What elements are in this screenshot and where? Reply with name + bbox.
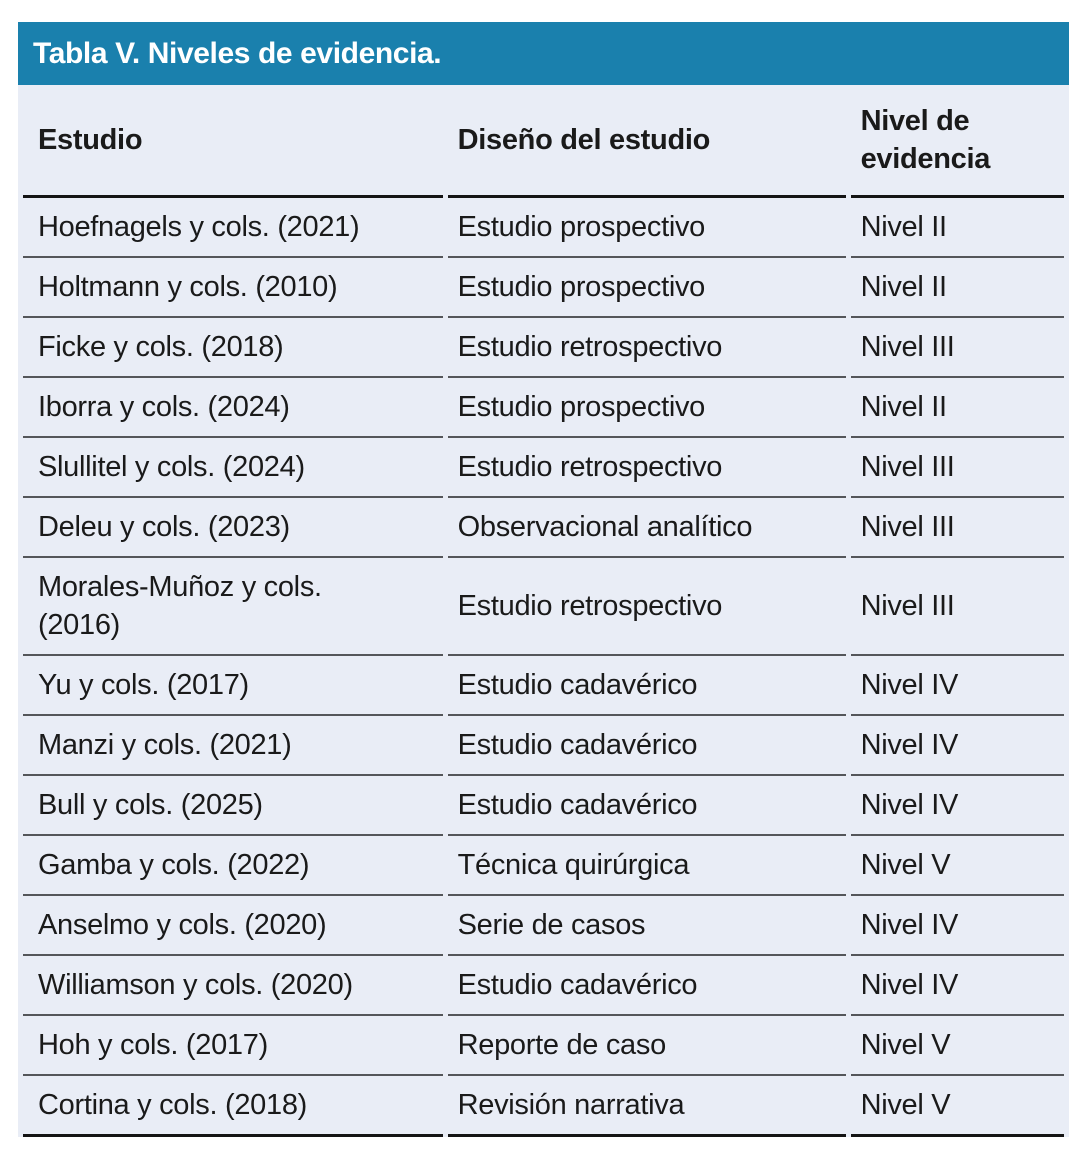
cell-nivel-de-evidencia: Nivel III [850, 318, 1064, 378]
cell-estudio: Ficke y cols. (2018) [23, 318, 443, 378]
cell-diseno-del-estudio: Estudio cadavérico [447, 956, 846, 1016]
cell-nivel-de-evidencia: Nivel IV [850, 896, 1064, 956]
table-row: Holtmann y cols. (2010) Estudio prospecti… [23, 258, 1064, 318]
table-row: Hoefnagels y cols. (2021) Estudio prospec… [23, 198, 1064, 258]
cell-diseno-del-estudio: Estudio retrospectivo [447, 438, 846, 498]
table-row: Manzi y cols. (2021) Estudio cadavérico Ni… [23, 716, 1064, 776]
cell-nivel-de-evidencia: Nivel II [850, 258, 1064, 318]
table-row: Slullitel y cols. (2024) Estudio retrospe… [23, 438, 1064, 498]
cell-diseno-del-estudio: Observacional analítico [447, 498, 846, 558]
cell-estudio: Holtmann y cols. (2010) [23, 258, 443, 318]
table-row: Cortina y cols. (2018) Revisión narrativa… [23, 1076, 1064, 1137]
cell-estudio: Morales-Muñoz y cols. (2016) [23, 558, 443, 656]
cell-diseno-del-estudio: Estudio cadavérico [447, 716, 846, 776]
cell-diseno-del-estudio: Estudio retrospectivo [447, 558, 846, 656]
cell-diseno-del-estudio: Serie de casos [447, 896, 846, 956]
cell-estudio: Gamba y cols. (2022) [23, 836, 443, 896]
cell-nivel-de-evidencia: Nivel II [850, 378, 1064, 438]
cell-nivel-de-evidencia: Nivel V [850, 836, 1064, 896]
cell-nivel-de-evidencia: Nivel V [850, 1076, 1064, 1137]
cell-diseno-del-estudio: Estudio cadavérico [447, 656, 846, 716]
cell-estudio: Williamson y cols. (2020) [23, 956, 443, 1016]
column-header-estudio: Estudio [23, 85, 443, 198]
table-row: Williamson y cols. (2020) Estudio cadavér… [23, 956, 1064, 1016]
table-title: Tabla V. Niveles de evidencia. [33, 36, 442, 70]
cell-nivel-de-evidencia: Nivel III [850, 498, 1064, 558]
cell-nivel-de-evidencia: Nivel V [850, 1016, 1064, 1076]
cell-estudio: Slullitel y cols. (2024) [23, 438, 443, 498]
cell-diseno-del-estudio: Reporte de caso [447, 1016, 846, 1076]
cell-nivel-de-evidencia: Nivel IV [850, 956, 1064, 1016]
cell-nivel-de-evidencia: Nivel II [850, 198, 1064, 258]
cell-diseno-del-estudio: Estudio prospectivo [447, 258, 846, 318]
table-row: Anselmo y cols. (2020) Serie de casos Nive… [23, 896, 1064, 956]
cell-estudio: Manzi y cols. (2021) [23, 716, 443, 776]
table-row: Gamba y cols. (2022) Técnica quirúrgica Ni… [23, 836, 1064, 896]
evidence-levels-table: Estudio Diseño del estudio Nivel de evid… [18, 85, 1069, 1137]
cell-diseno-del-estudio: Revisión narrativa [447, 1076, 846, 1137]
cell-diseno-del-estudio: Estudio cadavérico [447, 776, 846, 836]
cell-estudio: Hoefnagels y cols. (2021) [23, 198, 443, 258]
cell-nivel-de-evidencia: Nivel IV [850, 776, 1064, 836]
table-body: Hoefnagels y cols. (2021) Estudio prospec… [23, 198, 1064, 1137]
cell-diseno-del-estudio: Técnica quirúrgica [447, 836, 846, 896]
cell-diseno-del-estudio: Estudio retrospectivo [447, 318, 846, 378]
table-row: Ficke y cols. (2018) Estudio retrospectiv… [23, 318, 1064, 378]
cell-estudio: Deleu y cols. (2023) [23, 498, 443, 558]
evidence-table-figure: Tabla V. Niveles de evidencia. Estudio D… [18, 22, 1069, 1137]
cell-estudio: Iborra y cols. (2024) [23, 378, 443, 438]
cell-estudio: Hoh y cols. (2017) [23, 1016, 443, 1076]
header-row: Estudio Diseño del estudio Nivel de evid… [23, 85, 1064, 198]
cell-nivel-de-evidencia: Nivel IV [850, 656, 1064, 716]
cell-diseno-del-estudio: Estudio prospectivo [447, 198, 846, 258]
table-row: Iborra y cols. (2024) Estudio prospectivo… [23, 378, 1064, 438]
column-header-diseno: Diseño del estudio [447, 85, 846, 198]
cell-diseno-del-estudio: Estudio prospectivo [447, 378, 846, 438]
table-row: Morales-Muñoz y cols. (2016) Estudio retr… [23, 558, 1064, 656]
table-row: Deleu y cols. (2023) Observacional analít… [23, 498, 1064, 558]
cell-estudio: Yu y cols. (2017) [23, 656, 443, 716]
column-header-nivel: Nivel de evidencia [850, 85, 1064, 198]
table-row: Hoh y cols. (2017) Reporte de caso Nivel V [23, 1016, 1064, 1076]
cell-estudio: Anselmo y cols. (2020) [23, 896, 443, 956]
cell-estudio: Cortina y cols. (2018) [23, 1076, 443, 1137]
cell-nivel-de-evidencia: Nivel IV [850, 716, 1064, 776]
table-row: Yu y cols. (2017) Estudio cadavérico Nivel… [23, 656, 1064, 716]
table-title-bar: Tabla V. Niveles de evidencia. [18, 22, 1069, 85]
cell-nivel-de-evidencia: Nivel III [850, 438, 1064, 498]
cell-estudio: Bull y cols. (2025) [23, 776, 443, 836]
table-row: Bull y cols. (2025) Estudio cadavérico Niv… [23, 776, 1064, 836]
cell-nivel-de-evidencia: Nivel III [850, 558, 1064, 656]
